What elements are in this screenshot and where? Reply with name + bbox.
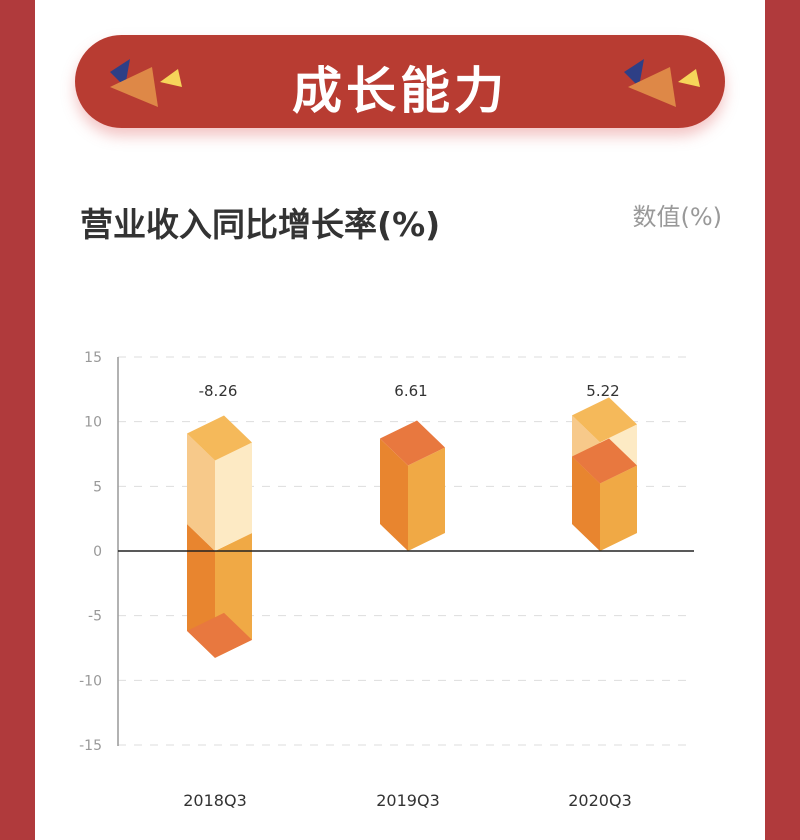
- data-label: 5.22: [586, 382, 619, 400]
- background-bar-left-face: [187, 433, 215, 551]
- data-label: -8.26: [199, 382, 238, 400]
- y-tick-label: 15: [84, 350, 102, 366]
- y-tick-label: -5: [88, 609, 102, 625]
- bar-cap: [380, 420, 445, 466]
- content-card: [35, 0, 765, 840]
- bar-right-face: [600, 465, 637, 551]
- bar-right-face: [408, 447, 445, 551]
- y-tick-label: -10: [79, 673, 102, 689]
- y-tick-label: -15: [79, 738, 102, 754]
- background-bar-right-face: [215, 442, 252, 551]
- bar-cap: [572, 438, 637, 484]
- bar-left-face: [572, 456, 600, 551]
- unit-label: 数值(%): [632, 203, 722, 231]
- bar-left-face: [380, 438, 408, 551]
- section-banner: 成长能力: [75, 35, 725, 128]
- data-label: 6.61: [394, 382, 427, 400]
- background-bar-cap: [187, 415, 252, 461]
- x-category-label: 2019Q3: [376, 791, 440, 810]
- x-category-label: 2020Q3: [568, 791, 632, 810]
- background-bar-cap: [572, 397, 637, 443]
- y-tick-label: 10: [84, 415, 102, 431]
- x-category-label: 2018Q3: [183, 791, 247, 810]
- triangle-decoration-icon: [110, 59, 182, 107]
- triangle-decoration-icon: [624, 59, 700, 107]
- chart-title: 营业收入同比增长率(%): [80, 205, 441, 244]
- bar-cap: [187, 612, 252, 658]
- banner-title: 成长能力: [292, 62, 508, 120]
- y-tick-label: 0: [93, 544, 102, 560]
- y-tick-label: 5: [93, 479, 102, 495]
